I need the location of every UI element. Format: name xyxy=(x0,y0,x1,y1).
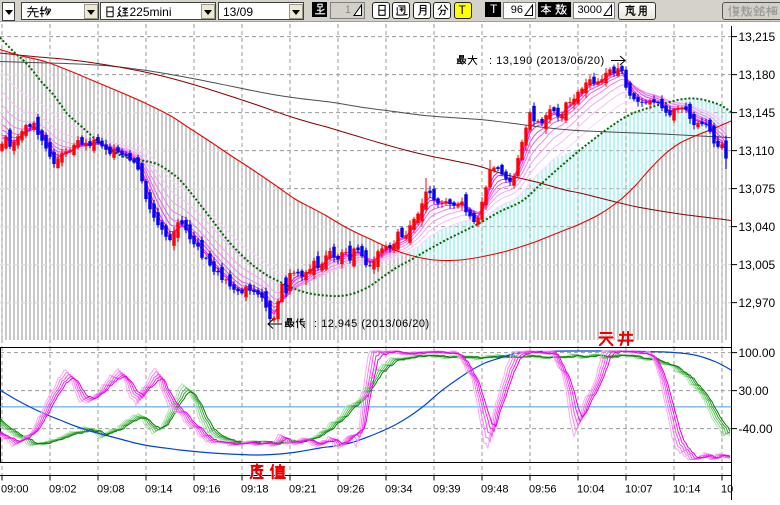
svg-text:13,145: 13,145 xyxy=(739,106,776,120)
svg-text:09:34: 09:34 xyxy=(385,484,413,496)
svg-text:13,005: 13,005 xyxy=(739,258,776,272)
svg-text:10:07: 10:07 xyxy=(625,484,653,496)
svg-text:100.00: 100.00 xyxy=(739,346,776,360)
svg-text:09:18: 09:18 xyxy=(241,484,269,496)
svg-text:09:56: 09:56 xyxy=(529,484,557,496)
svg-text:13,215: 13,215 xyxy=(739,30,776,44)
svg-text:09:39: 09:39 xyxy=(433,484,461,496)
svg-text:13,110: 13,110 xyxy=(739,144,775,158)
svg-text:-40.00: -40.00 xyxy=(739,422,773,436)
svg-text:09:02: 09:02 xyxy=(49,484,77,496)
svg-text:10:14: 10:14 xyxy=(673,484,701,496)
svg-text:: 12,945 (2013/06/20): : 12,945 (2013/06/20) xyxy=(314,318,430,330)
svg-text:30.00: 30.00 xyxy=(739,384,769,398)
svg-text:13,040: 13,040 xyxy=(739,220,776,234)
svg-text:: 13,190 (2013/06/20): : 13,190 (2013/06/20) xyxy=(489,55,605,67)
svg-text:10: 10 xyxy=(721,484,733,496)
svg-text:09:21: 09:21 xyxy=(289,484,317,496)
svg-text:09:48: 09:48 xyxy=(481,484,509,496)
svg-text:13,180: 13,180 xyxy=(739,68,776,82)
svg-text:10:04: 10:04 xyxy=(577,484,605,496)
svg-text:09:08: 09:08 xyxy=(97,484,125,496)
svg-text:09:16: 09:16 xyxy=(193,484,221,496)
svg-text:13/09: 13/09 xyxy=(223,5,253,19)
svg-text:12,970: 12,970 xyxy=(739,296,776,310)
svg-text:09:14: 09:14 xyxy=(145,484,173,496)
svg-text:09:00: 09:00 xyxy=(1,484,29,496)
svg-text:13,075: 13,075 xyxy=(739,182,776,196)
svg-text:09:26: 09:26 xyxy=(337,484,365,496)
svg-text:225mini: 225mini xyxy=(130,5,172,19)
